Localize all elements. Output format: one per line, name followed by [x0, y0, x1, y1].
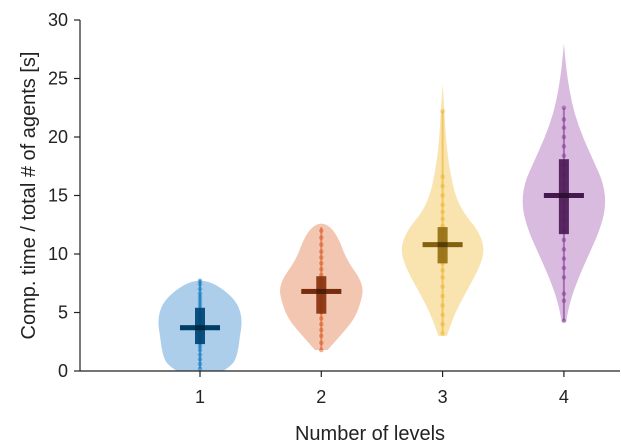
data-point: [319, 235, 324, 240]
y-tick-label: 0: [58, 361, 68, 381]
data-point: [440, 312, 445, 318]
data-point: [561, 144, 567, 149]
data-point: [319, 242, 324, 247]
data-point: [561, 247, 567, 252]
data-point: [440, 275, 445, 280]
violin-group-2: [280, 223, 363, 353]
data-point: [440, 209, 445, 215]
data-point: [197, 302, 203, 307]
data-point: [319, 340, 324, 346]
y-tick-label: 25: [48, 69, 68, 89]
median-bar-shade: [543, 193, 584, 198]
violin-group-4: [522, 43, 606, 323]
median-bar-shade: [180, 325, 220, 331]
median-bar-shade: [422, 242, 463, 248]
data-point: [319, 272, 324, 278]
data-point: [197, 286, 203, 292]
data-point: [319, 266, 324, 272]
violin-group-1: [158, 278, 242, 371]
iqr-box-shade: [558, 159, 569, 235]
data-point: [319, 228, 324, 233]
data-point: [197, 361, 203, 367]
data-point: [440, 183, 445, 189]
data-point: [319, 327, 324, 333]
data-point: [440, 284, 445, 290]
data-point: [319, 255, 324, 260]
x-axis-label: Number of levels: [295, 423, 445, 445]
data-point: [440, 321, 445, 327]
data-point: [440, 216, 445, 222]
data-point: [319, 261, 324, 266]
data-point: [197, 352, 203, 357]
y-tick-label: 5: [58, 303, 68, 323]
data-point: [561, 265, 567, 271]
data-point: [561, 125, 567, 130]
data-point: [440, 193, 445, 198]
data-point: [561, 117, 567, 122]
data-point: [440, 303, 445, 308]
data-point: [197, 282, 203, 287]
axes: 0 5 10 15 20 25 30 1 2 3 4: [48, 10, 620, 407]
y-tick-label: 15: [48, 186, 68, 206]
data-point: [440, 202, 445, 208]
violin-layer: [158, 43, 606, 371]
y-axis-label: Comp. time / total # of agents [s]: [18, 52, 40, 340]
data-point: [561, 291, 567, 297]
median-bar: [422, 242, 463, 248]
data-point: [319, 321, 324, 327]
median-bar: [301, 288, 342, 294]
data-point: [440, 174, 445, 180]
median-bar: [543, 193, 584, 198]
data-point: [197, 294, 203, 300]
data-point: [561, 318, 567, 323]
data-point: [197, 291, 203, 297]
x-tick-label: 4: [559, 387, 569, 407]
data-point: [197, 347, 203, 353]
y-tick-label: 20: [48, 127, 68, 147]
data-point: [319, 316, 324, 321]
data-point: [319, 249, 324, 254]
y-tick-label: 30: [48, 10, 68, 30]
data-point: [440, 268, 445, 273]
median-bar-shade: [301, 288, 342, 294]
data-point: [440, 108, 445, 114]
data-point: [561, 237, 567, 243]
iqr-box: [316, 276, 327, 314]
data-point: [197, 357, 203, 362]
data-point: [440, 331, 445, 336]
data-point: [197, 278, 203, 284]
data-point: [561, 134, 567, 140]
data-point: [561, 105, 567, 111]
data-point: [440, 293, 445, 299]
data-point: [561, 275, 567, 280]
data-point: [197, 344, 203, 349]
iqr-box-shade: [316, 276, 327, 314]
data-point: [319, 333, 324, 339]
x-tick-label: 1: [195, 387, 205, 407]
data-point: [319, 347, 324, 353]
data-point: [561, 153, 567, 159]
data-point: [197, 298, 203, 304]
x-tick-label: 3: [438, 387, 448, 407]
data-point: [561, 256, 567, 261]
iqr-box-shade: [195, 307, 205, 345]
y-tick-label: 10: [48, 244, 68, 264]
iqr-box-shade: [437, 227, 448, 264]
data-point: [561, 298, 567, 304]
median-bar: [180, 325, 220, 331]
x-tick-label: 2: [316, 387, 326, 407]
x-axis-ticks: 1 2 3 4: [195, 371, 569, 407]
data-point: [197, 366, 203, 371]
violin-group-3: [401, 84, 484, 336]
data-point: [440, 223, 445, 229]
y-axis-ticks: 0 5 10 15 20 25 30: [48, 10, 80, 381]
